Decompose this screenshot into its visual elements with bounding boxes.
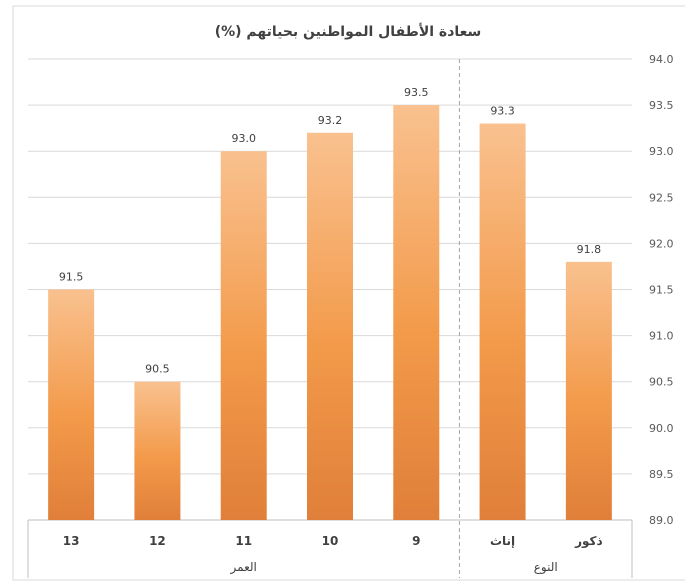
y-tick-label: 89.0 xyxy=(649,514,674,527)
y-tick-label: 93.5 xyxy=(649,99,674,112)
bar xyxy=(48,289,95,520)
category-label: إناث xyxy=(490,534,515,548)
y-tick-label: 90.0 xyxy=(649,422,674,435)
y-tick-label: 91.5 xyxy=(649,284,674,297)
data-label: 93.3 xyxy=(490,105,515,118)
category-label: 10 xyxy=(322,534,339,548)
data-label: 91.8 xyxy=(577,243,602,256)
y-tick-label: 92.0 xyxy=(649,237,674,250)
data-label: 90.5 xyxy=(145,363,170,376)
bar xyxy=(134,381,181,520)
x-axis-groups: العمر النوع xyxy=(27,59,633,578)
category-label: 12 xyxy=(149,534,166,548)
y-tick-label: 90.5 xyxy=(649,376,674,389)
bar xyxy=(307,132,353,520)
data-label: 93.2 xyxy=(318,114,343,127)
y-tick-label: 91.0 xyxy=(649,330,674,343)
bar xyxy=(479,123,526,520)
y-tick-label: 89.5 xyxy=(649,468,674,481)
group-label: النوع xyxy=(534,560,558,575)
category-label: 13 xyxy=(63,534,80,548)
data-label: 93.0 xyxy=(231,132,256,145)
y-tick-label: 94.0 xyxy=(649,53,674,66)
data-label: 93.5 xyxy=(404,86,429,99)
category-label: 9 xyxy=(412,534,420,548)
bar xyxy=(220,151,267,520)
data-label: 91.5 xyxy=(59,271,84,284)
bar xyxy=(565,261,612,520)
y-axis-ticks: 89.0 89.5 90.0 90.5 91.0 91.5 92.0 92.5 93.0 93.5… xyxy=(649,53,674,527)
bars xyxy=(48,105,612,520)
x-axis-categories: 13 12 11 10 9 إناث ذكور xyxy=(63,534,603,549)
category-label: ذكور xyxy=(574,534,603,549)
data-labels: 91.5 90.5 93.0 93.2 93.5 93.3 91.8 xyxy=(59,86,601,376)
y-tick-label: 93.0 xyxy=(649,145,674,158)
chart-title: سعادة الأطفال المواطنين بحياتهم (%) xyxy=(215,23,482,40)
category-label: 11 xyxy=(235,534,252,548)
bar xyxy=(393,105,440,520)
group-label: العمر xyxy=(230,560,257,575)
y-tick-label: 92.5 xyxy=(649,191,674,204)
